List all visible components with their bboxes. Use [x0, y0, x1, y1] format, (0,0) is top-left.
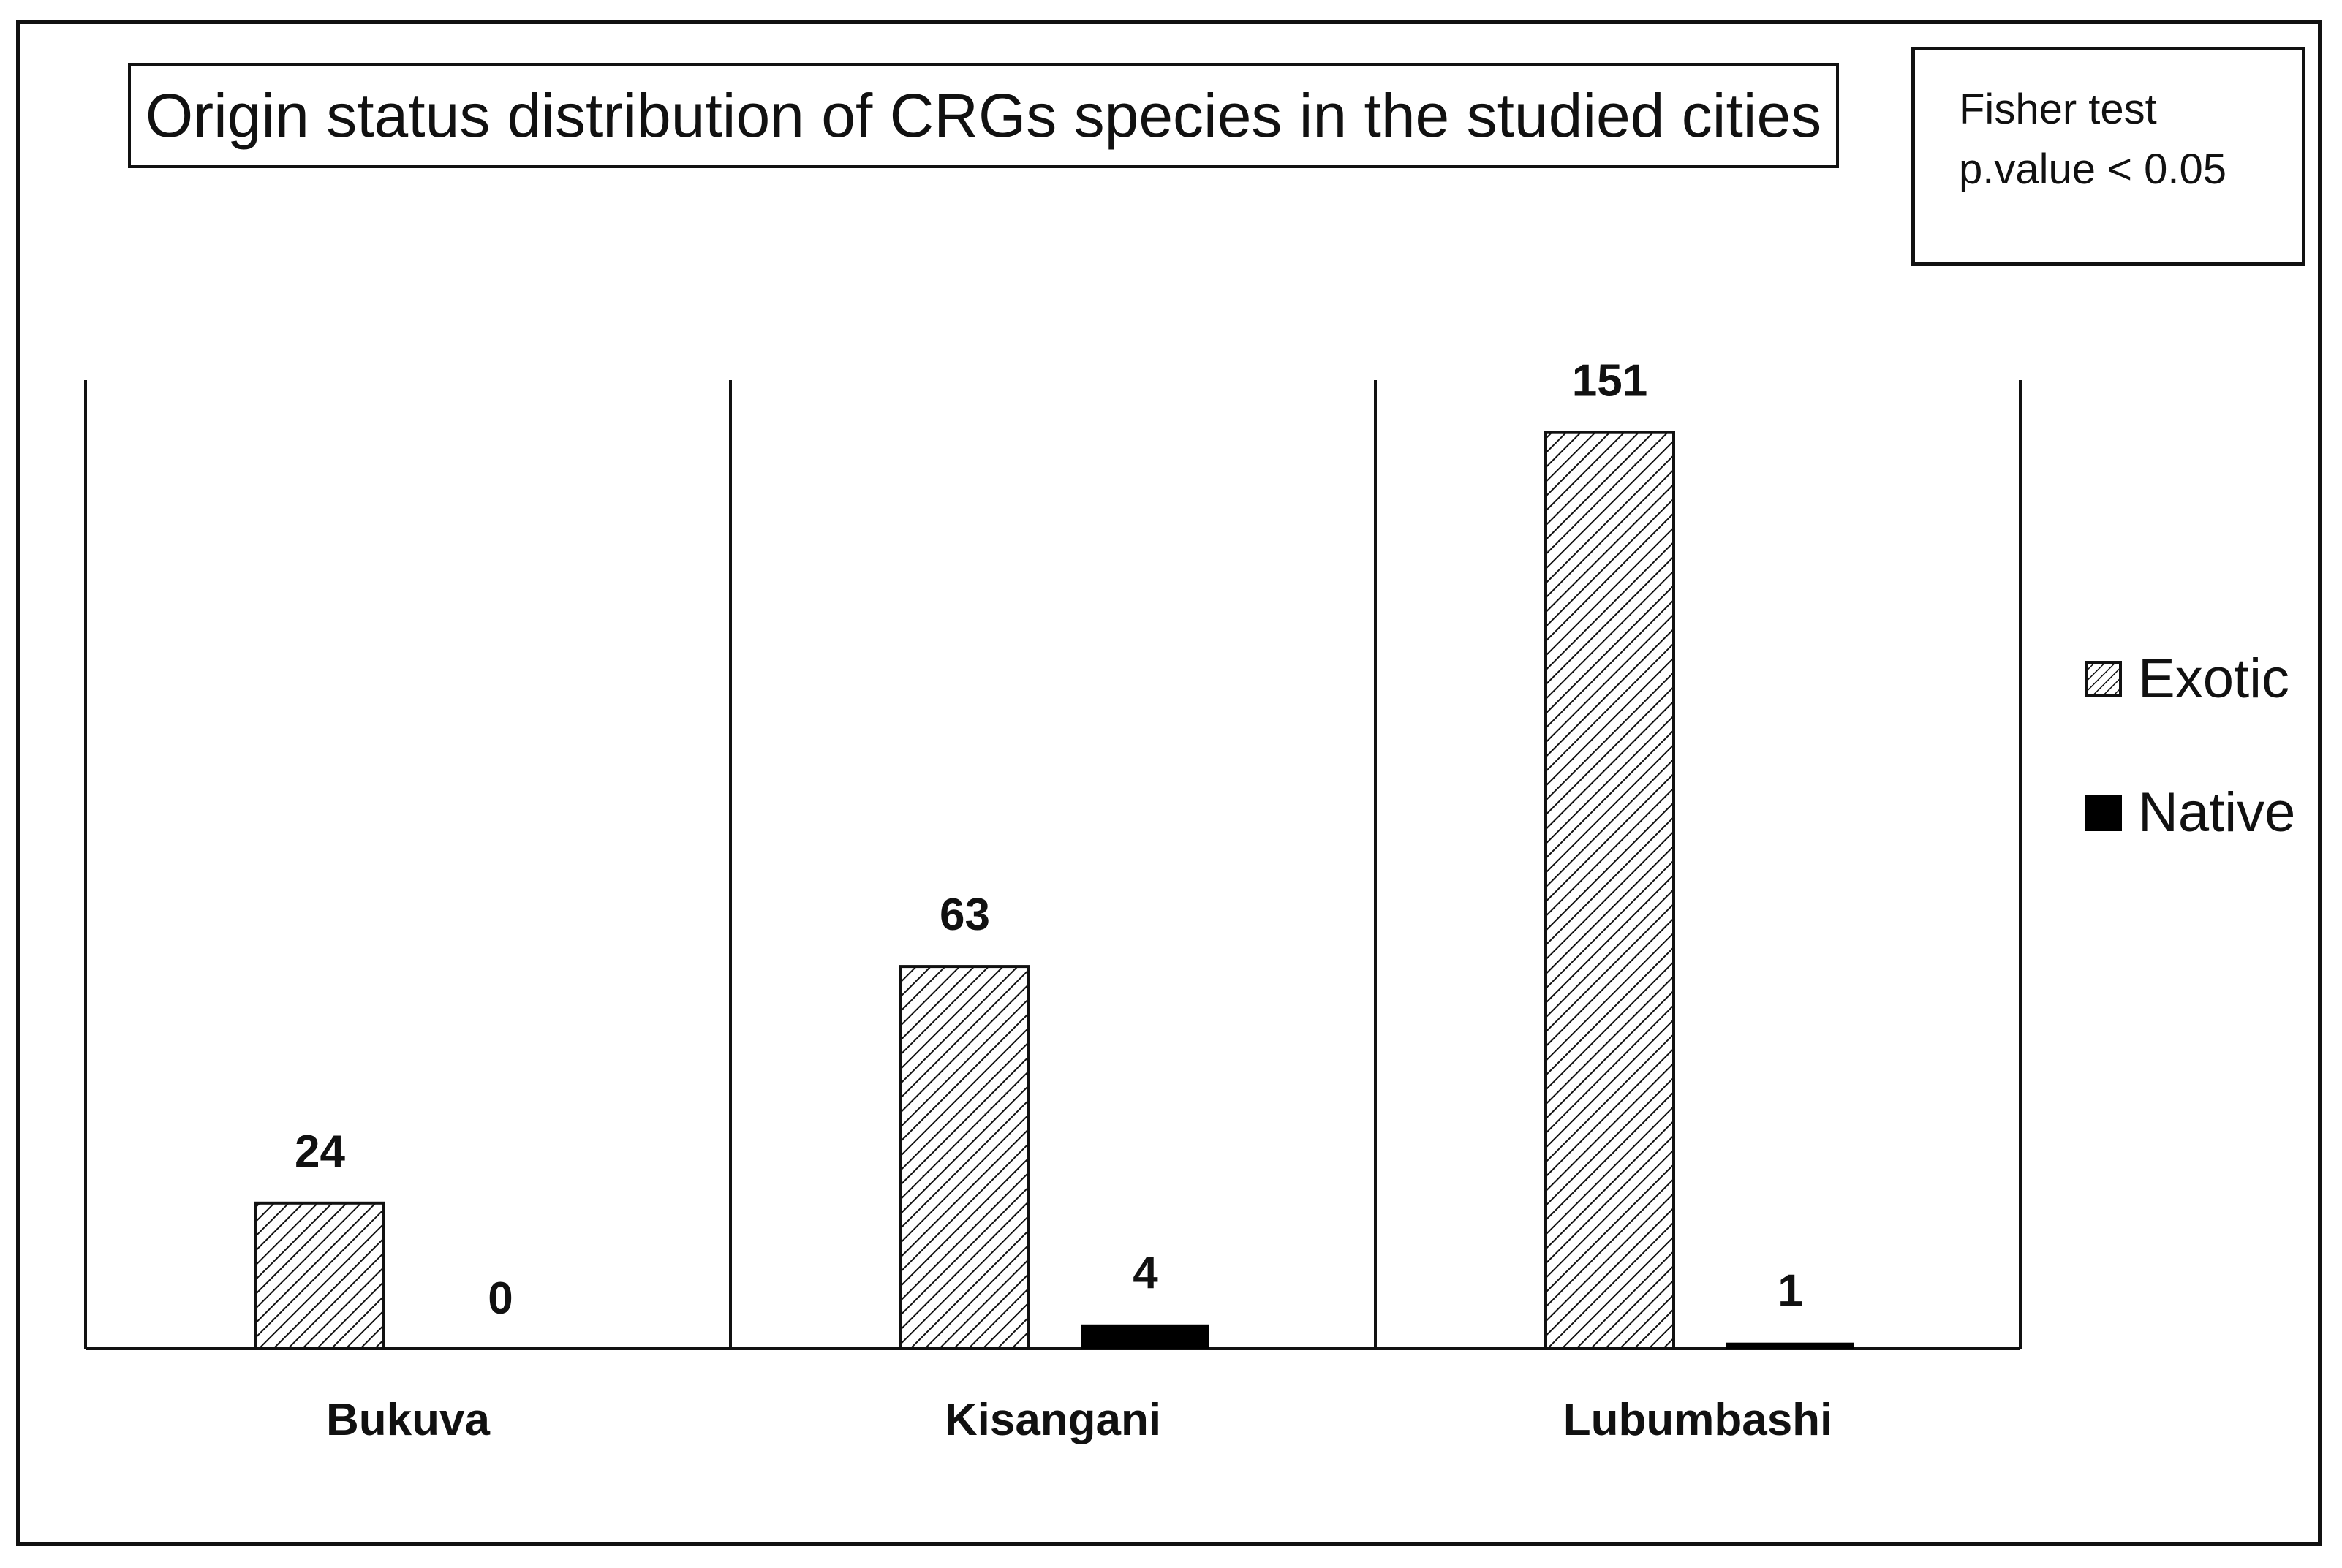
bar-native-lubumbashi [1726, 1342, 1854, 1349]
data-label-native-bukuva: 0 [488, 1273, 513, 1324]
legend-swatch-native [2085, 794, 2122, 831]
legend-swatch-exotic [2085, 660, 2122, 697]
legend-item-native: Native [2085, 781, 2295, 844]
bar-exotic-lubumbashi [1544, 431, 1675, 1351]
bar-native-kisangani [1081, 1324, 1209, 1349]
data-label-native-kisangani: 4 [1133, 1248, 1158, 1298]
data-label-exotic-kisangani: 63 [940, 890, 990, 940]
x-tick-label-lubumbashi: Lubumbashi [1563, 1395, 1833, 1445]
x-tick-label-bukuva: Bukuva [326, 1395, 490, 1445]
chart-title: Origin status distribution of CRGs speci… [128, 63, 1839, 168]
bar-exotic-bukuva [254, 1201, 385, 1351]
legend-item-exotic: Exotic [2085, 647, 2289, 711]
chart-frame [16, 20, 2322, 1546]
annotation-line-pvalue: p.value < 0.05 [1959, 145, 2227, 193]
legend-label-native: Native [2138, 781, 2296, 844]
statistics-annotation-box: Fisher test p.value < 0.05 [1911, 47, 2305, 266]
x-tick-label-kisangani: Kisangani [945, 1395, 1161, 1445]
annotation-line-test: Fisher test [1959, 86, 2157, 133]
legend-label-exotic: Exotic [2138, 648, 2289, 710]
data-label-native-lubumbashi: 1 [1778, 1266, 1802, 1317]
data-label-exotic-bukuva: 24 [295, 1126, 345, 1177]
bar-exotic-kisangani [899, 965, 1030, 1350]
data-label-exotic-lubumbashi: 151 [1572, 356, 1647, 406]
